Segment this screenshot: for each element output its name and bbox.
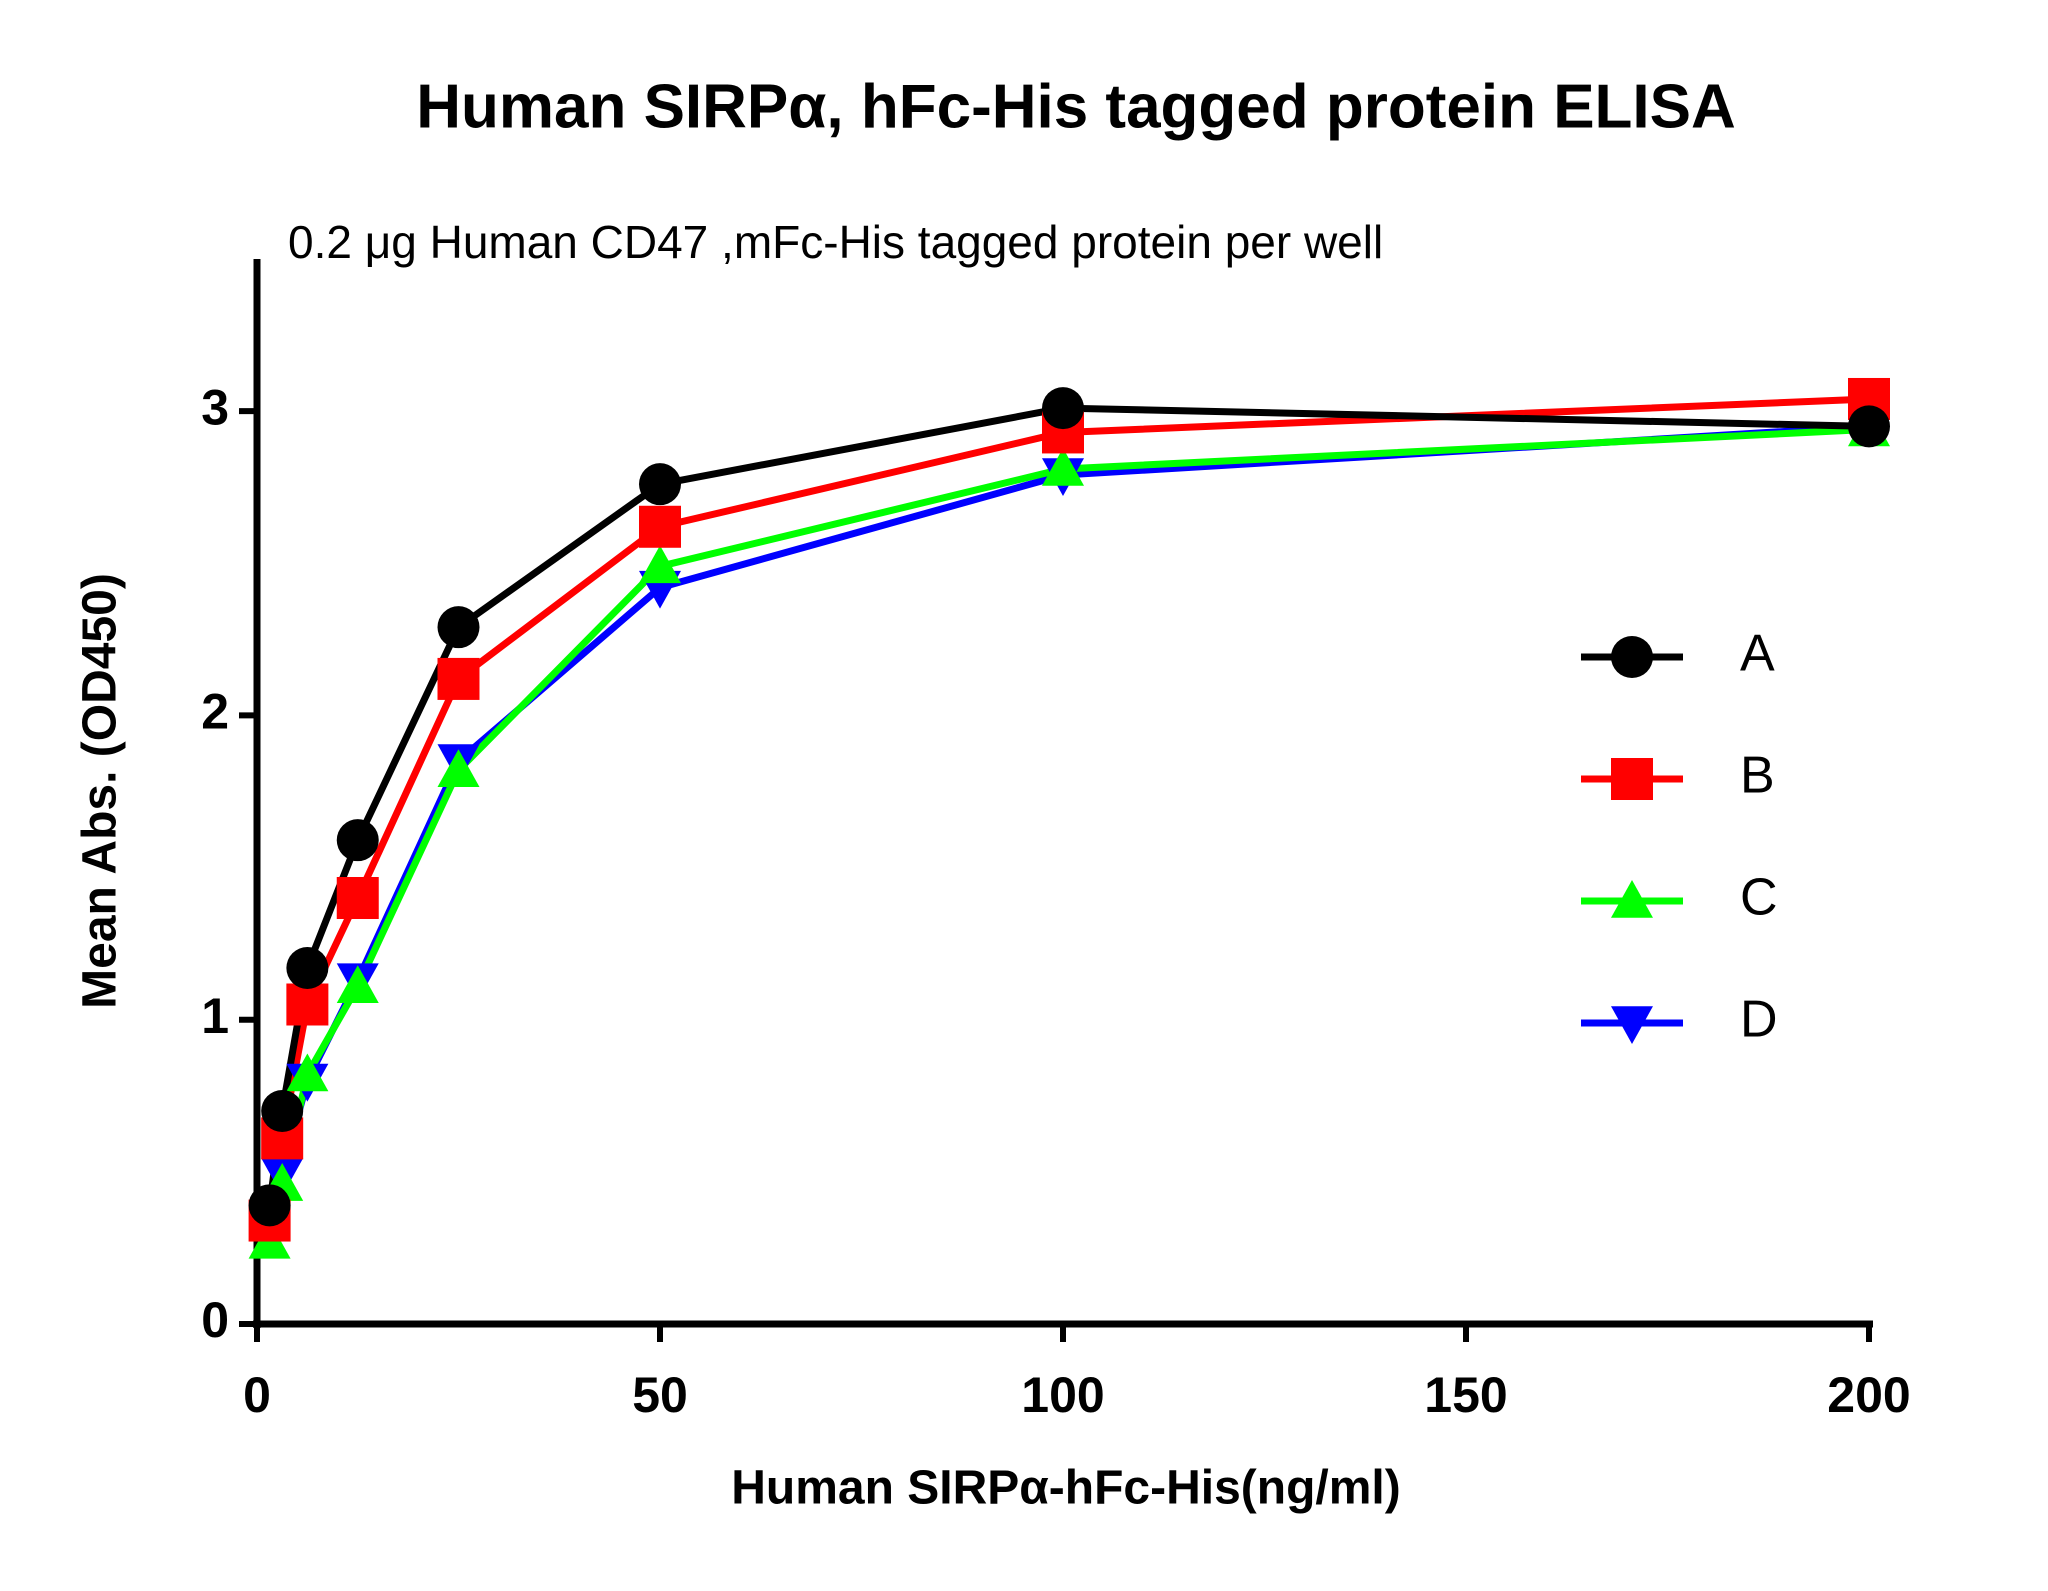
legend-label: B bbox=[1740, 747, 1775, 805]
x-tick-label: 100 bbox=[1021, 1367, 1104, 1423]
x-tick-label: 200 bbox=[1827, 1367, 1910, 1423]
marker bbox=[437, 657, 480, 700]
y-tick-label: 3 bbox=[201, 379, 229, 435]
chart-subtitle: 0.2 μg Human CD47 ,mFc-His tagged protei… bbox=[288, 216, 1383, 268]
marker bbox=[336, 877, 379, 919]
legend-label: C bbox=[1740, 869, 1778, 927]
y-tick-label: 0 bbox=[201, 1292, 229, 1348]
marker bbox=[248, 1184, 291, 1227]
y-tick-label: 1 bbox=[201, 988, 229, 1044]
marker bbox=[1042, 387, 1084, 430]
y-tick-label: 2 bbox=[201, 684, 229, 740]
marker bbox=[286, 983, 329, 1026]
x-tick-label: 0 bbox=[243, 1367, 271, 1423]
series-line bbox=[266, 404, 1870, 1206]
marker bbox=[1611, 1006, 1653, 1044]
marker bbox=[1611, 880, 1653, 918]
legend-label: A bbox=[1740, 625, 1775, 683]
x-tick-label: 50 bbox=[632, 1367, 688, 1423]
marker bbox=[261, 1090, 304, 1132]
marker bbox=[286, 1053, 329, 1092]
marker bbox=[639, 505, 681, 548]
marker bbox=[336, 819, 379, 862]
x-axis-label: Human SIRPα-hFc-His(ng/ml) bbox=[731, 1462, 1401, 1515]
y-axis-label: Mean Abs. (OD450) bbox=[74, 573, 127, 1009]
marker bbox=[1848, 405, 1890, 448]
series-line bbox=[266, 422, 1870, 1231]
marker bbox=[437, 606, 480, 649]
marker bbox=[639, 545, 681, 584]
marker bbox=[437, 749, 480, 787]
legend-label: D bbox=[1740, 991, 1778, 1049]
series-line bbox=[266, 395, 1870, 1222]
series-line bbox=[266, 425, 1870, 1243]
marker bbox=[1042, 447, 1084, 486]
chart-title: Human SIRPα, hFc-His tagged protein ELIS… bbox=[416, 72, 1736, 141]
x-tick-label: 150 bbox=[1424, 1367, 1507, 1423]
marker bbox=[336, 965, 379, 1004]
marker bbox=[286, 946, 329, 989]
marker bbox=[639, 463, 681, 506]
marker bbox=[1611, 758, 1653, 800]
marker bbox=[1611, 636, 1653, 678]
